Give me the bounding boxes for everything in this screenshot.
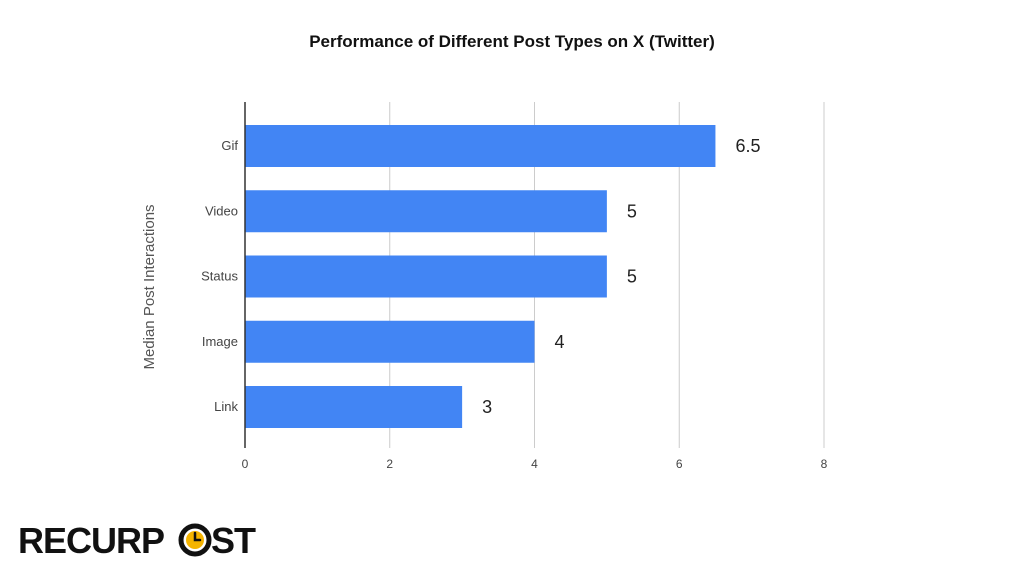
y-axis-label: Median Post Interactions — [141, 204, 158, 369]
bar — [245, 386, 463, 428]
data-label: 5 — [627, 267, 637, 287]
x-tick-label: 0 — [242, 457, 249, 471]
svg-text:RECURP: RECURP — [18, 520, 164, 561]
svg-text:ST: ST — [211, 520, 256, 561]
x-tick-label: 4 — [531, 457, 538, 471]
recurpost-logo: RECURP ST — [18, 520, 257, 561]
data-label: 6.5 — [735, 136, 760, 156]
x-tick-label: 6 — [676, 457, 683, 471]
data-label: 4 — [555, 332, 565, 352]
bar — [245, 190, 607, 233]
bar — [245, 320, 535, 363]
chart-title: Performance of Different Post Types on X… — [309, 32, 715, 51]
data-label: 5 — [627, 201, 637, 221]
x-tick-label: 2 — [386, 457, 393, 471]
x-tick-label: 8 — [821, 457, 828, 471]
y-tick-label: Image — [202, 334, 238, 349]
y-tick-label: Gif — [221, 138, 238, 153]
labels-layer: 0 2 4 6 8 Gif 6.5 Video 5 Status 5 Image 4 Link 3 — [201, 136, 828, 471]
y-tick-label: Status — [201, 269, 238, 284]
y-tick-label: Link — [214, 399, 238, 414]
bar — [245, 125, 716, 167]
data-label: 3 — [482, 397, 492, 417]
bars-layer — [245, 125, 716, 428]
bar — [245, 255, 607, 298]
y-tick-label: Video — [205, 203, 238, 218]
clock-icon — [178, 523, 212, 557]
